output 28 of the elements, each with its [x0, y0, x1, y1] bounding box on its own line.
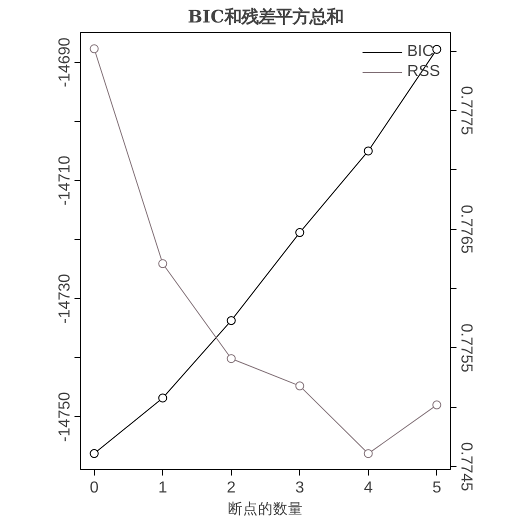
- point: [226, 354, 236, 364]
- point: [158, 394, 168, 402]
- y-tick-label: -14710: [56, 156, 74, 206]
- y2-tick-label: 0.7775: [458, 86, 474, 136]
- point: [226, 316, 236, 326]
- point: [90, 44, 99, 54]
- y2-tick-label: 0.7755: [458, 323, 474, 373]
- y-tick-label: -14750: [56, 392, 74, 442]
- x-tick-label: 0: [90, 480, 99, 496]
- x-tick-label: 3: [295, 480, 304, 496]
- y-tick-label: -14690: [56, 37, 74, 88]
- x-tick-label: 5: [432, 480, 442, 496]
- point: [295, 381, 304, 390]
- point: [90, 449, 99, 458]
- point: [364, 449, 373, 458]
- y-tick-label: -14730: [56, 274, 74, 324]
- x-tick-label: 2: [226, 480, 236, 496]
- y2-tick-label: 0.7745: [458, 442, 474, 492]
- x-tick-label: 4: [364, 480, 373, 496]
- x-tick-label: 1: [158, 480, 168, 496]
- chart-title: BIC和残差平方总和: [188, 8, 344, 28]
- point: [432, 400, 442, 410]
- x-axis-title: 断点的数量: [228, 500, 303, 518]
- point: [158, 259, 168, 268]
- legend-label: BIC: [407, 43, 434, 61]
- point: [295, 228, 304, 238]
- y2-tick-label: 0.7765: [458, 204, 474, 254]
- point: [364, 146, 373, 156]
